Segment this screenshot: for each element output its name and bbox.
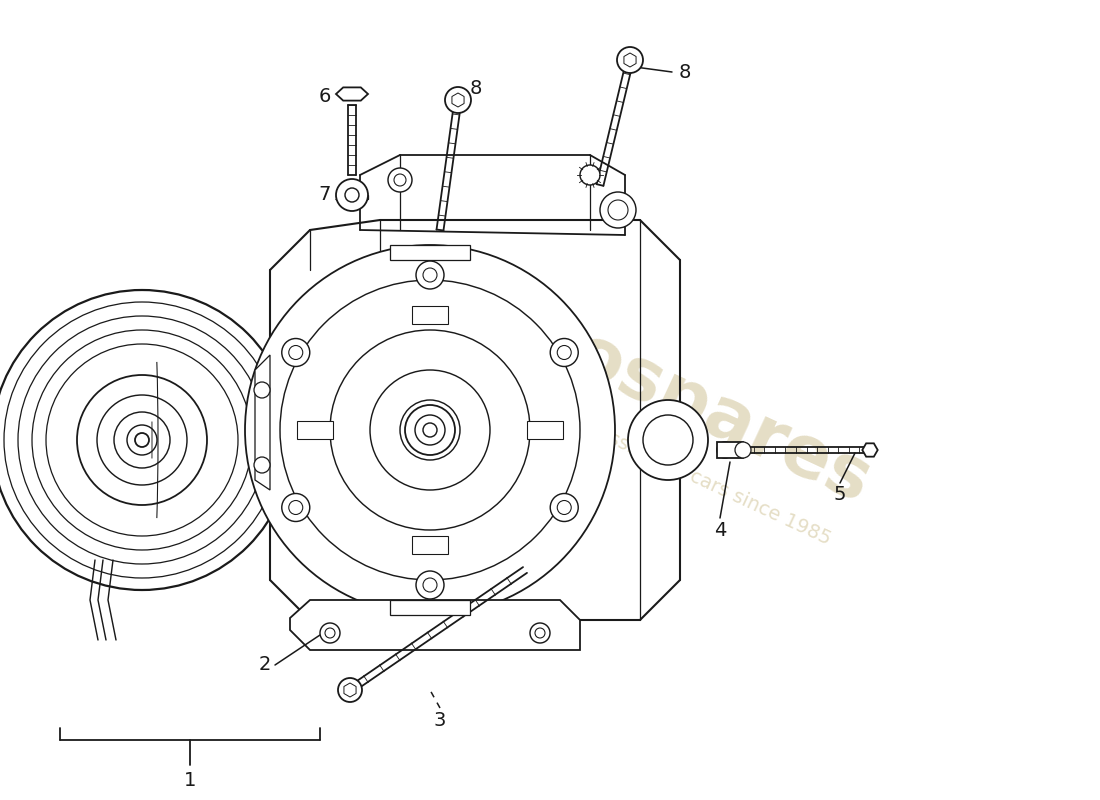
Circle shape <box>558 501 571 514</box>
Text: 5: 5 <box>834 486 846 505</box>
Circle shape <box>530 623 550 643</box>
Circle shape <box>32 330 252 550</box>
Polygon shape <box>255 355 270 490</box>
Circle shape <box>324 628 336 638</box>
Circle shape <box>735 442 751 458</box>
Circle shape <box>282 338 310 366</box>
Circle shape <box>424 578 437 592</box>
Circle shape <box>416 571 444 599</box>
Text: 1: 1 <box>184 770 196 790</box>
Polygon shape <box>862 443 878 457</box>
Circle shape <box>289 346 302 359</box>
Circle shape <box>97 395 187 485</box>
Polygon shape <box>290 600 580 650</box>
Circle shape <box>370 370 490 490</box>
Polygon shape <box>412 306 448 324</box>
Text: 6: 6 <box>319 87 331 106</box>
Circle shape <box>644 415 693 465</box>
Circle shape <box>580 165 600 185</box>
Circle shape <box>550 494 579 522</box>
Circle shape <box>77 375 207 505</box>
Circle shape <box>330 330 530 530</box>
Circle shape <box>320 623 340 643</box>
Text: 2: 2 <box>258 655 272 674</box>
Text: 8: 8 <box>679 62 691 82</box>
Text: eurospares: eurospares <box>439 262 881 518</box>
Circle shape <box>245 245 615 615</box>
Polygon shape <box>390 245 470 260</box>
Text: a passion for cars since 1985: a passion for cars since 1985 <box>566 411 834 549</box>
Circle shape <box>280 280 580 580</box>
Circle shape <box>4 302 280 578</box>
Circle shape <box>400 400 460 460</box>
Polygon shape <box>452 93 464 107</box>
Polygon shape <box>297 421 333 439</box>
Circle shape <box>114 412 170 468</box>
Text: 3: 3 <box>433 710 447 730</box>
Circle shape <box>388 168 412 192</box>
Circle shape <box>394 174 406 186</box>
Circle shape <box>405 405 455 455</box>
Circle shape <box>415 415 446 445</box>
Polygon shape <box>527 421 563 439</box>
Circle shape <box>558 346 571 359</box>
Circle shape <box>46 344 238 536</box>
Circle shape <box>345 188 359 202</box>
Circle shape <box>289 501 302 514</box>
Circle shape <box>254 457 270 473</box>
Circle shape <box>416 261 444 289</box>
Circle shape <box>135 433 149 447</box>
Text: 8: 8 <box>470 78 482 98</box>
Polygon shape <box>336 87 368 101</box>
Bar <box>717 442 743 458</box>
Circle shape <box>0 290 292 590</box>
Circle shape <box>550 338 579 366</box>
Polygon shape <box>412 536 448 554</box>
Circle shape <box>617 47 643 73</box>
Text: 4: 4 <box>714 521 726 539</box>
Circle shape <box>336 179 368 211</box>
Polygon shape <box>624 53 636 67</box>
Circle shape <box>717 442 733 458</box>
Circle shape <box>424 423 437 437</box>
Circle shape <box>254 382 270 398</box>
Circle shape <box>338 678 362 702</box>
Polygon shape <box>390 600 470 615</box>
Circle shape <box>608 200 628 220</box>
Circle shape <box>600 192 636 228</box>
Circle shape <box>446 87 471 113</box>
Text: 7: 7 <box>319 186 331 205</box>
Polygon shape <box>344 683 356 697</box>
Circle shape <box>126 425 157 455</box>
Circle shape <box>628 400 708 480</box>
Circle shape <box>18 316 266 564</box>
Circle shape <box>424 268 437 282</box>
Circle shape <box>282 494 310 522</box>
Circle shape <box>535 628 544 638</box>
